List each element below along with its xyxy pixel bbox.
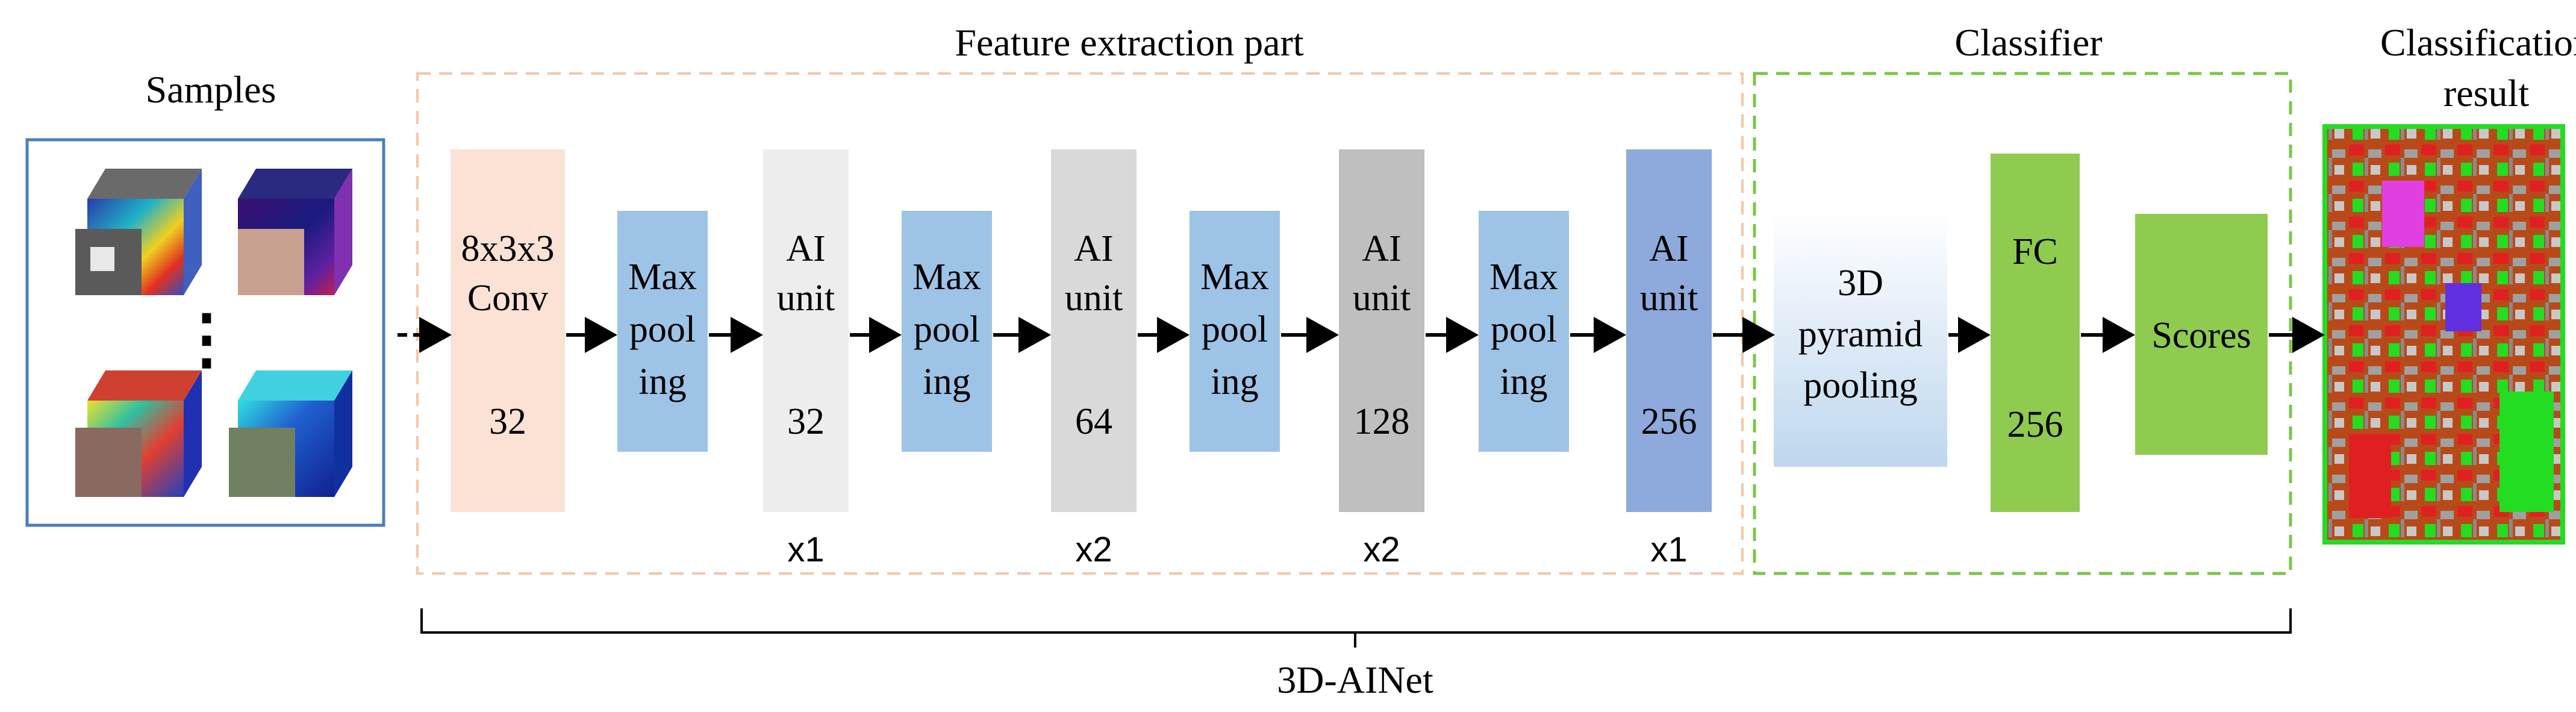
classification-result-label-line2: result: [2443, 72, 2529, 114]
ai-unit-2-line2: unit: [1065, 278, 1123, 319]
conv-block-line1: 8x3x3: [461, 228, 555, 269]
pyramid-line3: pooling: [1803, 365, 1917, 406]
conv-block-line2: Conv: [467, 278, 548, 319]
maxpool-2-line1: Max: [912, 257, 981, 298]
pyramid-line1: 3D: [1838, 263, 1883, 304]
ai-unit-1-repeat: x1: [787, 530, 824, 569]
scores-block: Scores: [2135, 214, 2268, 455]
feature-extraction-border: [416, 72, 1744, 575]
ai-unit-1-channels: 32: [787, 401, 825, 442]
ai-unit-3-channels: 128: [1354, 401, 1410, 442]
ai-unit-3-line2: unit: [1353, 278, 1411, 319]
samples-panel: ⋮: [25, 138, 385, 527]
ai-unit-3-line1: AI: [1362, 228, 1401, 269]
conv-block: 8x3x3 Conv 32: [451, 149, 565, 512]
ai-unit-4-repeat: x1: [1650, 530, 1687, 569]
sample-cube-1: [75, 169, 202, 295]
maxpool-block-4: Max pool ing: [1479, 211, 1569, 452]
ai-unit-4-channels: 256: [1641, 401, 1697, 442]
maxpool-block-3: Max pool ing: [1190, 211, 1280, 452]
ai-unit-block-4: AI unit 256: [1626, 149, 1712, 512]
ai-unit-block-1: AI unit 32: [763, 149, 849, 512]
ai-unit-1-line1: AI: [786, 228, 825, 269]
pyramid-line2: pyramid: [1798, 314, 1923, 355]
ai-unit-2-repeat: x2: [1075, 530, 1112, 569]
classifier-label: Classifier: [1954, 21, 2102, 64]
ai-unit-block-2: AI unit 64: [1051, 149, 1137, 512]
maxpool-2-line2: pool: [914, 309, 980, 350]
fc-units: 256: [2007, 404, 2063, 445]
classification-result-label-line1: Classification: [2380, 21, 2576, 64]
maxpool-3-line2: pool: [1202, 309, 1268, 350]
maxpool-1-line3: ing: [638, 361, 686, 402]
conv-block-channels: 32: [489, 401, 526, 442]
ai-unit-block-3: AI unit 128: [1339, 149, 1424, 512]
ai-unit-3-repeat: x2: [1363, 530, 1400, 569]
maxpool-4-line2: pool: [1491, 309, 1557, 350]
ai-unit-2-channels: 64: [1075, 401, 1112, 442]
scores-label: Scores: [2151, 315, 2251, 356]
pyramid-pooling-block: 3D pyramid pooling: [1774, 211, 1947, 467]
sample-cube-4: [229, 370, 352, 497]
fc-label: FC: [2012, 231, 2058, 272]
ai-unit-1-line2: unit: [777, 278, 835, 319]
maxpool-block-2: Max pool ing: [902, 211, 992, 452]
classification-map: [2322, 124, 2565, 545]
sample-cube-2: [238, 169, 352, 295]
maxpool-3-line3: ing: [1211, 361, 1258, 402]
sample-cube-3: [75, 370, 202, 497]
maxpool-1-line2: pool: [629, 309, 696, 350]
maxpool-1-line1: Max: [628, 257, 697, 298]
samples-label: Samples: [146, 68, 276, 111]
maxpool-4-line3: ing: [1500, 361, 1547, 402]
feature-extraction-label: Feature extraction part: [955, 21, 1304, 64]
ai-unit-2-line1: AI: [1074, 228, 1113, 269]
maxpool-block-1: Max pool ing: [617, 211, 708, 452]
maxpool-4-line1: Max: [1489, 257, 1558, 298]
maxpool-3-line1: Max: [1200, 257, 1269, 298]
network-brace: [420, 608, 2292, 648]
ai-unit-4-line2: unit: [1640, 278, 1698, 319]
network-name-label: 3D-AINet: [1277, 658, 1433, 701]
fc-block: FC 256: [1991, 154, 2080, 512]
samples-ellipsis: ⋮: [173, 302, 240, 376]
ai-unit-4-line1: AI: [1649, 228, 1688, 269]
maxpool-2-line3: ing: [923, 361, 970, 402]
